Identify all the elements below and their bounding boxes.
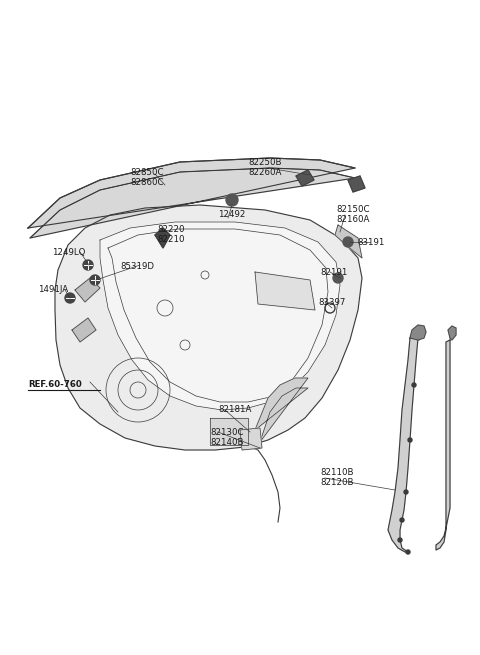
- Circle shape: [83, 260, 93, 270]
- Polygon shape: [72, 318, 96, 342]
- Polygon shape: [335, 225, 362, 258]
- Circle shape: [416, 336, 420, 340]
- Text: 82130C
82140B: 82130C 82140B: [210, 428, 243, 447]
- Circle shape: [406, 550, 410, 554]
- Circle shape: [333, 273, 343, 283]
- Text: 82150C
82160A: 82150C 82160A: [336, 205, 370, 225]
- Polygon shape: [448, 326, 456, 340]
- Circle shape: [65, 293, 75, 303]
- Polygon shape: [410, 325, 426, 340]
- Circle shape: [400, 518, 404, 522]
- Circle shape: [343, 237, 353, 247]
- Polygon shape: [55, 205, 362, 450]
- Polygon shape: [28, 158, 355, 238]
- Polygon shape: [255, 378, 308, 442]
- Text: 1249LQ: 1249LQ: [52, 248, 85, 257]
- Text: 83191: 83191: [357, 238, 384, 247]
- Circle shape: [412, 383, 416, 387]
- Polygon shape: [255, 272, 315, 310]
- Polygon shape: [296, 170, 314, 186]
- Polygon shape: [348, 176, 365, 192]
- Polygon shape: [388, 338, 418, 552]
- Polygon shape: [210, 418, 248, 445]
- Polygon shape: [100, 222, 340, 410]
- Polygon shape: [75, 278, 100, 302]
- Text: REF.60-760: REF.60-760: [28, 380, 82, 389]
- Polygon shape: [436, 340, 450, 550]
- Polygon shape: [155, 228, 170, 248]
- Circle shape: [226, 194, 238, 206]
- Circle shape: [90, 275, 100, 285]
- Text: 82181A: 82181A: [218, 405, 252, 414]
- Text: 1491JA: 1491JA: [38, 285, 68, 294]
- Text: 12492: 12492: [218, 210, 245, 219]
- Text: 82191: 82191: [320, 268, 348, 277]
- Circle shape: [404, 490, 408, 494]
- Text: 82250B
82260A: 82250B 82260A: [248, 158, 281, 178]
- Circle shape: [398, 538, 402, 542]
- Circle shape: [408, 438, 412, 442]
- Text: 82850C
82860C: 82850C 82860C: [130, 168, 164, 187]
- Text: 82220
82210: 82220 82210: [157, 225, 184, 244]
- Text: 83397: 83397: [318, 298, 346, 307]
- Text: 85319D: 85319D: [120, 262, 154, 271]
- Polygon shape: [240, 428, 262, 450]
- Text: 82110B
82120B: 82110B 82120B: [320, 468, 353, 487]
